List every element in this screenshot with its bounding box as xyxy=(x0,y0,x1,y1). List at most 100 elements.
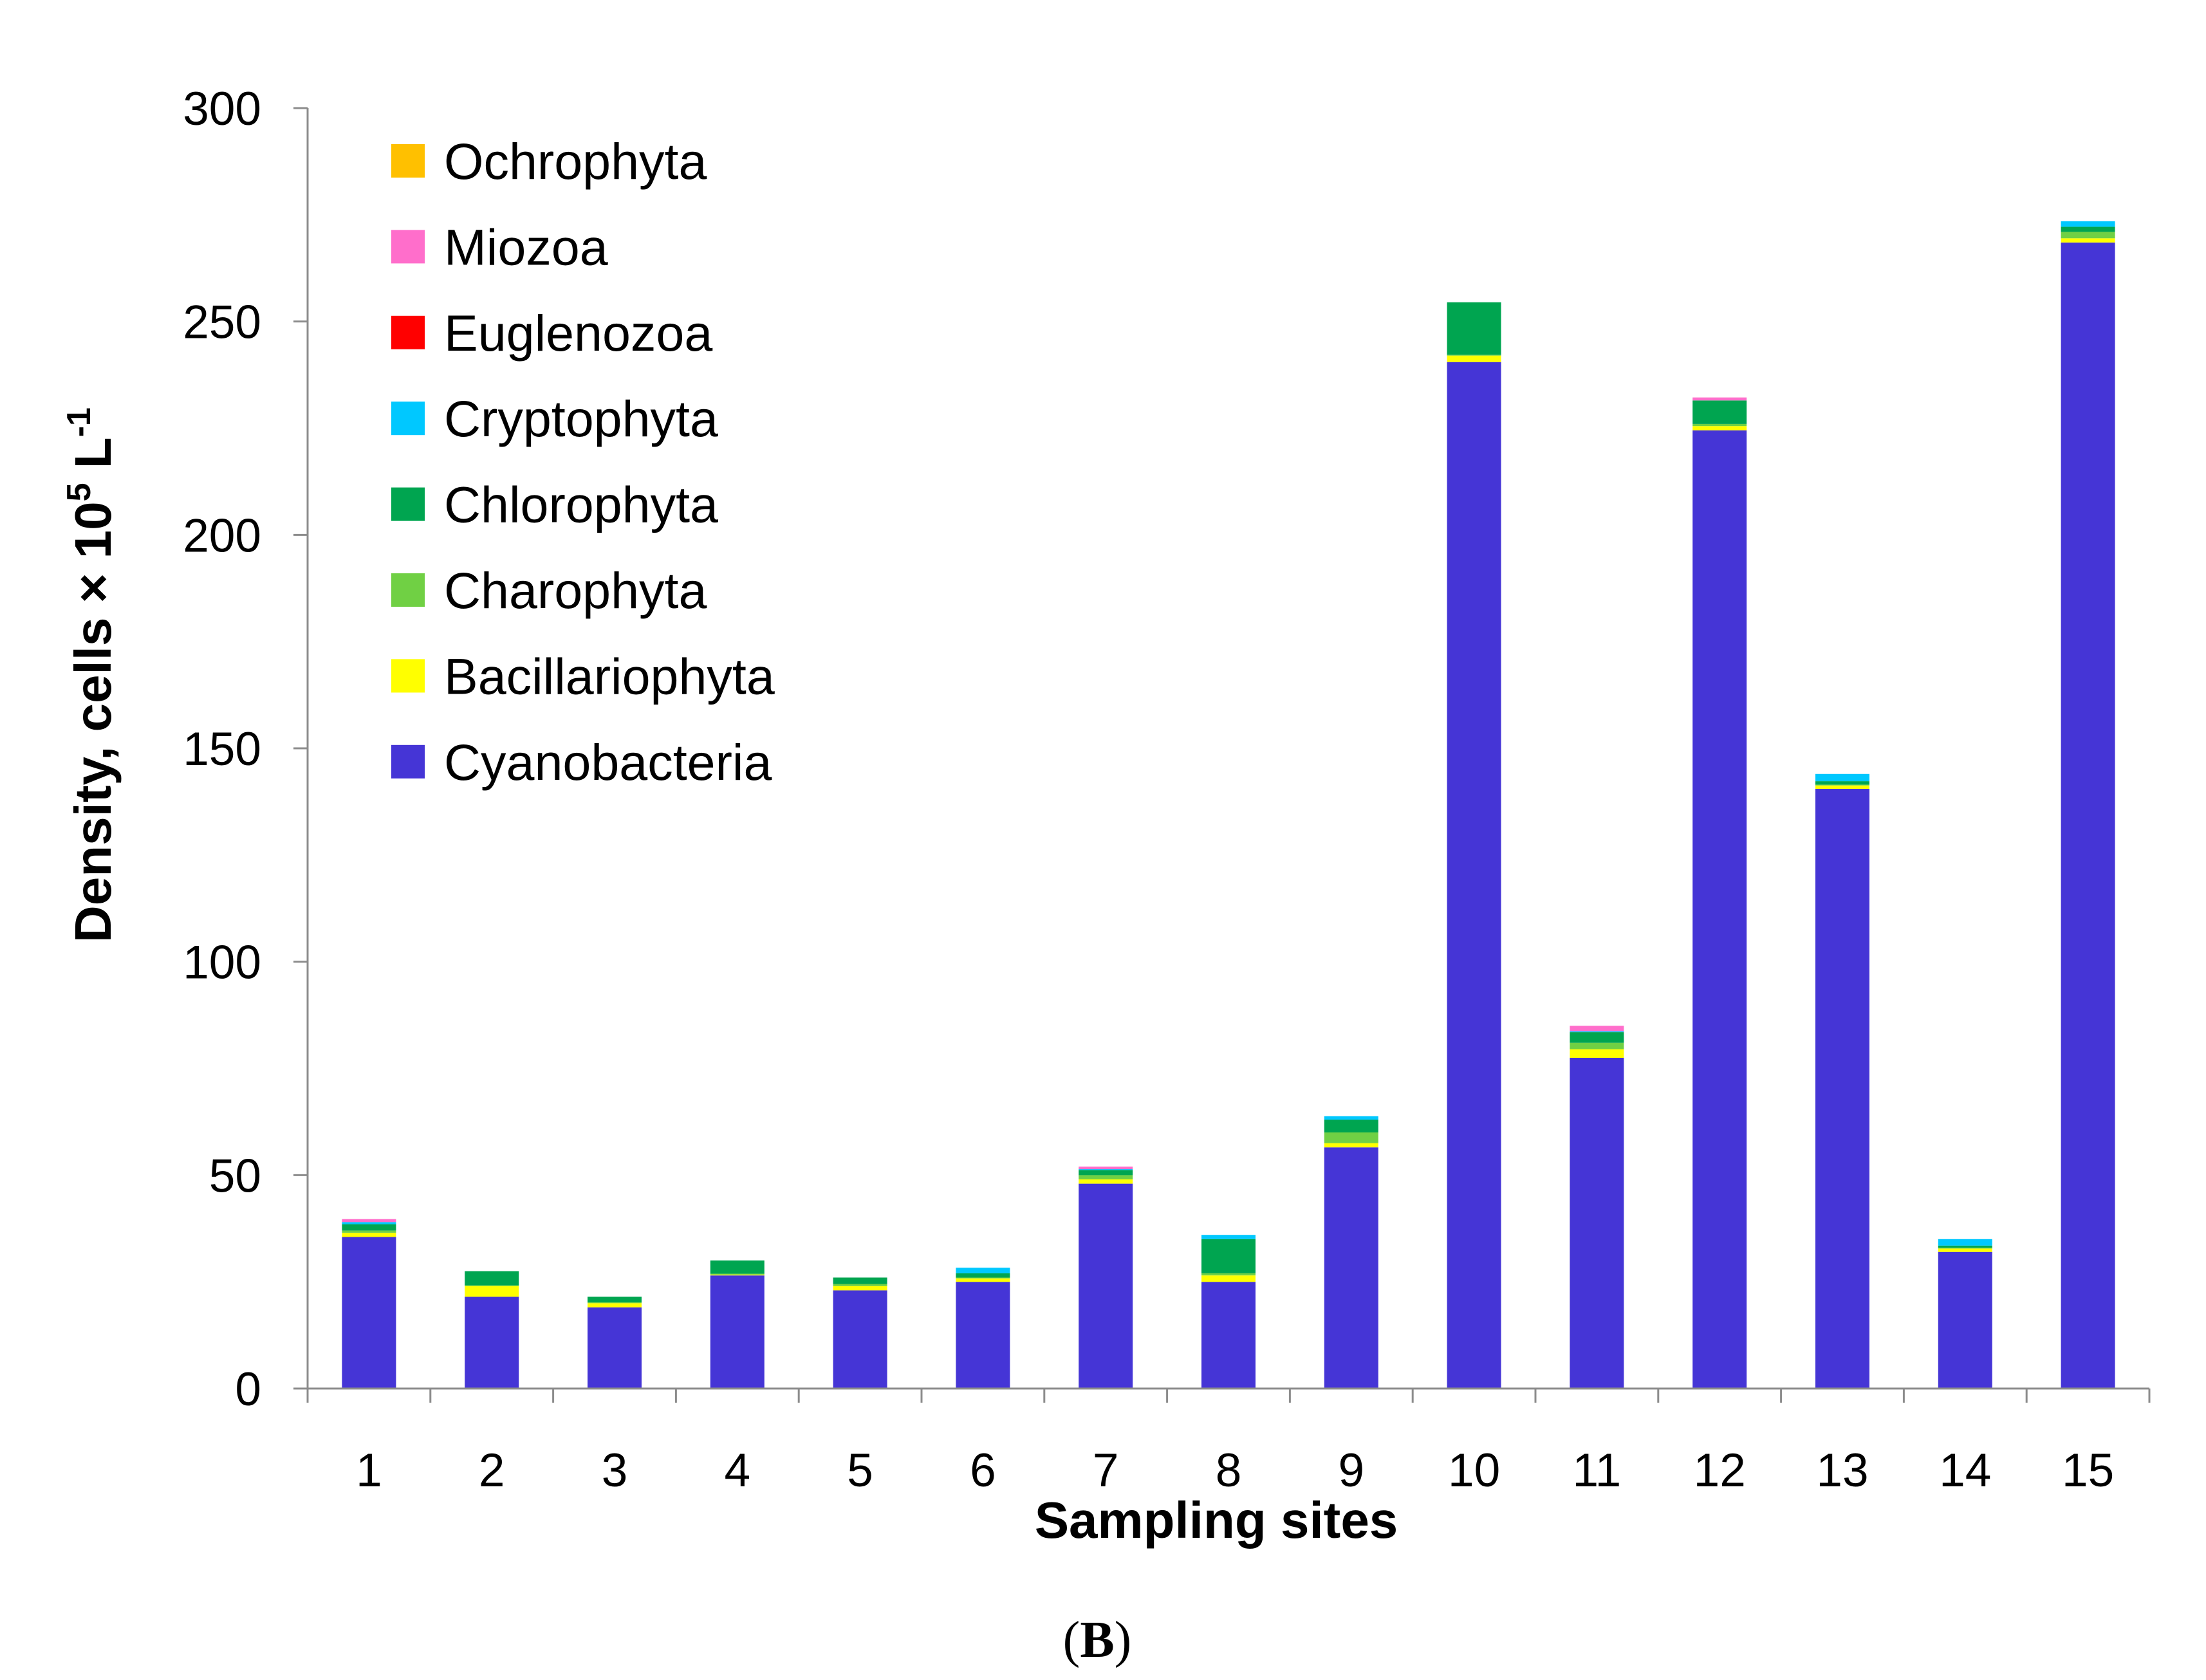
bar-segment-charophyta-site-1 xyxy=(342,1230,396,1233)
bar-segment-cyanobacteria-site-1 xyxy=(342,1237,396,1389)
bar-segment-chlorophyta-site-5 xyxy=(833,1277,887,1284)
bar-segment-chlorophyta-site-15 xyxy=(2061,226,2115,232)
bar-segment-cyanobacteria-site-4 xyxy=(710,1275,765,1389)
bars-layer xyxy=(342,221,2115,1389)
bar-segment-bacillariophyta-site-6 xyxy=(956,1278,1010,1282)
legend-swatch-ochrophyta xyxy=(391,144,425,178)
legend: Ochrophyta Miozoa Euglenozoa Cryptophyta Chl… xyxy=(391,133,775,791)
bar-segment-charophyta-site-3 xyxy=(588,1302,642,1304)
x-tick-label-13: 13 xyxy=(1816,1445,1868,1497)
x-tick-label-9: 9 xyxy=(1338,1445,1364,1497)
legend-label-ochrophyta: Ochrophyta xyxy=(444,133,707,190)
bar-segment-charophyta-site-8 xyxy=(1201,1273,1256,1276)
bar-segment-chlorophyta-site-7 xyxy=(1079,1170,1133,1176)
panel-label-close: ) xyxy=(1115,1612,1132,1668)
bar-segment-cryptophyta-site-8 xyxy=(1201,1235,1256,1239)
legend-label-cryptophyta: Cryptophyta xyxy=(444,390,718,447)
bar-segment-charophyta-site-12 xyxy=(1692,423,1747,427)
legend-swatch-cyanobacteria xyxy=(391,744,425,779)
bar-segment-miozoa-site-1 xyxy=(342,1219,396,1223)
bar-segment-miozoa-site-11 xyxy=(1570,1026,1624,1031)
bar-segment-charophyta-site-15 xyxy=(2061,232,2115,239)
y-tick-label-150: 150 xyxy=(183,723,261,775)
x-tick-label-6: 6 xyxy=(970,1445,996,1497)
bar-segment-charophyta-site-11 xyxy=(1570,1042,1624,1049)
y-tick-label-50: 50 xyxy=(209,1150,261,1202)
y-tick-label-200: 200 xyxy=(183,510,261,562)
bar-segment-chlorophyta-site-13 xyxy=(1815,781,1869,785)
bar-segment-chlorophyta-site-2 xyxy=(465,1271,519,1286)
bar-segment-chlorophyta-site-8 xyxy=(1201,1239,1256,1273)
bar-segment-chlorophyta-site-10 xyxy=(1447,302,1501,355)
bar-segment-bacillariophyta-site-12 xyxy=(1692,426,1747,430)
bar-segment-cyanobacteria-site-2 xyxy=(465,1297,519,1389)
x-tick-label-4: 4 xyxy=(724,1445,750,1497)
bar-segment-bacillariophyta-site-15 xyxy=(2061,238,2115,243)
bar-segment-cryptophyta-site-9 xyxy=(1324,1116,1378,1120)
bar-segment-cyanobacteria-site-12 xyxy=(1692,430,1747,1389)
x-tick-label-5: 5 xyxy=(847,1445,873,1497)
bar-segment-charophyta-site-5 xyxy=(833,1284,887,1286)
legend-swatch-miozoa xyxy=(391,230,425,264)
bar-segment-cyanobacteria-site-10 xyxy=(1447,362,1501,1389)
bar-segment-chlorophyta-site-9 xyxy=(1324,1120,1378,1132)
legend-swatch-chlorophyta xyxy=(391,487,425,521)
bar-segment-cryptophyta-site-7 xyxy=(1079,1169,1133,1170)
legend-label-euglenozoa: Euglenozoa xyxy=(444,304,712,362)
bar-segment-cyanobacteria-site-8 xyxy=(1201,1282,1256,1389)
bar-segment-bacillariophyta-site-10 xyxy=(1447,355,1501,362)
legend-swatch-charophyta xyxy=(391,573,425,607)
y-axis-title-main: Density, cells × 10 xyxy=(64,501,122,943)
bar-segment-cyanobacteria-site-5 xyxy=(833,1290,887,1389)
bar-segment-charophyta-site-7 xyxy=(1079,1175,1133,1179)
bar-segment-bacillariophyta-site-3 xyxy=(588,1303,642,1307)
bar-segment-chlorophyta-site-11 xyxy=(1570,1032,1624,1043)
bar-segment-miozoa-site-12 xyxy=(1692,397,1747,401)
bar-segment-bacillariophyta-site-7 xyxy=(1079,1179,1133,1184)
panel-label-open: ( xyxy=(1063,1612,1080,1668)
bar-segment-chlorophyta-site-6 xyxy=(956,1273,1010,1278)
y-axis-title-unit: L xyxy=(64,437,122,483)
legend-label-cyanobacteria: Cyanobacteria xyxy=(444,734,772,791)
legend-label-chlorophyta: Chlorophyta xyxy=(444,476,718,533)
legend-swatch-cryptophyta xyxy=(391,402,425,436)
x-tick-label-2: 2 xyxy=(479,1445,505,1497)
x-tick-label-12: 12 xyxy=(1694,1445,1746,1497)
bar-segment-cyanobacteria-site-6 xyxy=(956,1282,1010,1389)
legend-label-miozoa: Miozoa xyxy=(444,218,608,275)
bar-segment-cyanobacteria-site-3 xyxy=(588,1307,642,1389)
y-axis-title: Density, cells × 105 L-1 xyxy=(60,407,122,943)
bar-segment-cryptophyta-site-13 xyxy=(1815,773,1869,782)
bar-segment-bacillariophyta-site-9 xyxy=(1324,1143,1378,1148)
panel-label-letter: B xyxy=(1080,1612,1114,1668)
bar-segment-bacillariophyta-site-1 xyxy=(342,1232,396,1237)
legend-swatch-bacillariophyta xyxy=(391,659,425,693)
bar-segment-cyanobacteria-site-9 xyxy=(1324,1147,1378,1389)
y-tick-label-0: 0 xyxy=(235,1363,261,1416)
x-tick-label-8: 8 xyxy=(1216,1445,1242,1497)
bar-segment-charophyta-site-4 xyxy=(710,1273,765,1275)
x-tick-label-10: 10 xyxy=(1448,1445,1500,1497)
panel-label: (B) xyxy=(1063,1612,1132,1668)
x-axis-title: Sampling sites xyxy=(1035,1491,1398,1549)
bar-segment-miozoa-site-7 xyxy=(1079,1167,1133,1170)
bar-segment-chlorophyta-site-12 xyxy=(1692,400,1747,424)
bar-segment-cryptophyta-site-11 xyxy=(1570,1031,1624,1033)
bar-segment-cyanobacteria-site-13 xyxy=(1815,789,1869,1389)
bar-segment-chlorophyta-site-1 xyxy=(342,1224,396,1231)
bar-segment-cryptophyta-site-1 xyxy=(342,1222,396,1224)
bar-segment-cryptophyta-site-15 xyxy=(2061,221,2115,227)
x-tick-label-14: 14 xyxy=(1939,1445,1991,1497)
y-tick-label-250: 250 xyxy=(183,297,261,349)
bar-segment-chlorophyta-site-4 xyxy=(710,1260,765,1274)
legend-swatch-euglenozoa xyxy=(391,315,425,349)
bar-segment-bacillariophyta-site-5 xyxy=(833,1286,887,1291)
legend-label-bacillariophyta: Bacillariophyta xyxy=(444,647,775,705)
bar-segment-cyanobacteria-site-14 xyxy=(1938,1251,1992,1389)
bar-segment-charophyta-site-9 xyxy=(1324,1132,1378,1143)
x-tick-label-1: 1 xyxy=(356,1445,382,1497)
x-tick-label-3: 3 xyxy=(602,1445,628,1497)
x-tick-label-15: 15 xyxy=(2062,1445,2114,1497)
